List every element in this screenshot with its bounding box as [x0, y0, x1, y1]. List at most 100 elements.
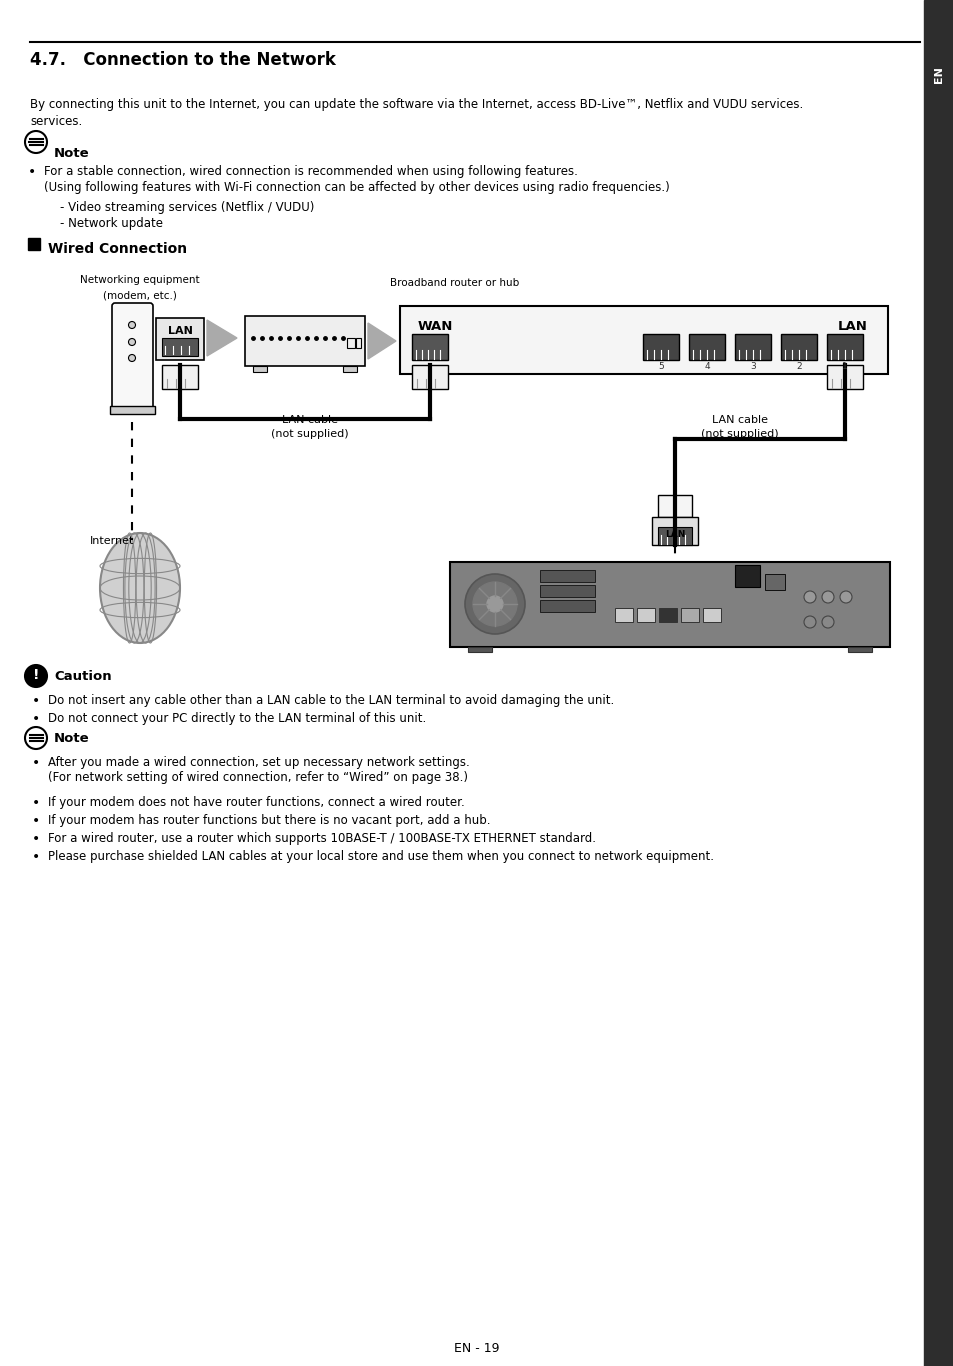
Text: LAN: LAN	[838, 320, 867, 333]
Bar	[826, 335, 862, 361]
Text: •: •	[28, 165, 36, 179]
Bar	[399, 306, 887, 374]
Circle shape	[473, 582, 517, 626]
Text: Note: Note	[54, 732, 90, 744]
Text: Networking equipment: Networking equipment	[80, 275, 199, 285]
Bar	[539, 600, 595, 612]
Bar	[688, 335, 724, 361]
Text: Do not insert any cable other than a LAN cable to the LAN terminal to avoid dama: Do not insert any cable other than a LAN…	[48, 694, 614, 708]
Text: !: !	[32, 668, 39, 682]
Bar	[412, 335, 448, 361]
Ellipse shape	[100, 533, 180, 643]
Bar	[110, 406, 154, 414]
Text: 2: 2	[796, 362, 801, 372]
FancyBboxPatch shape	[112, 303, 152, 408]
Text: Internet: Internet	[90, 535, 134, 546]
Bar	[156, 318, 204, 361]
Bar	[764, 574, 784, 590]
Text: •: •	[31, 832, 40, 846]
Text: (not supplied): (not supplied)	[700, 429, 778, 438]
Bar	[539, 570, 595, 582]
Circle shape	[803, 616, 815, 628]
Text: By connecting this unit to the Internet, you can update the software via the Int: By connecting this unit to the Internet,…	[30, 98, 802, 111]
Text: (Using following features with Wi-Fi connection can be affected by other devices: (Using following features with Wi-Fi con…	[44, 182, 669, 194]
Bar	[651, 516, 698, 545]
Text: Broadband router or hub: Broadband router or hub	[390, 279, 518, 288]
Bar	[702, 608, 720, 622]
Circle shape	[25, 665, 47, 687]
Text: WAN: WAN	[417, 320, 453, 333]
Text: •: •	[31, 796, 40, 810]
Text: •: •	[31, 694, 40, 708]
Text: •: •	[31, 814, 40, 828]
Bar	[642, 335, 679, 361]
Circle shape	[464, 574, 524, 634]
Bar	[468, 647, 492, 652]
Text: 3: 3	[749, 362, 755, 372]
Bar	[923, 0, 953, 1366]
Circle shape	[25, 131, 47, 153]
Text: For a wired router, use a router which supports 10BASE-T / 100BASE-TX ETHERNET s: For a wired router, use a router which s…	[48, 832, 596, 846]
Polygon shape	[368, 322, 395, 359]
Text: LAN cable: LAN cable	[282, 415, 337, 425]
Text: For a stable connection, wired connection is recommended when using following fe: For a stable connection, wired connectio…	[44, 165, 578, 178]
Circle shape	[129, 321, 135, 328]
Text: After you made a wired connection, set up necessary network settings.
(For netwo: After you made a wired connection, set u…	[48, 755, 469, 784]
Circle shape	[129, 355, 135, 362]
Polygon shape	[207, 320, 236, 357]
Text: Please purchase shielded LAN cables at your local store and use them when you co: Please purchase shielded LAN cables at y…	[48, 850, 713, 863]
Bar	[615, 608, 633, 622]
Bar	[245, 316, 365, 366]
Text: LAN: LAN	[664, 530, 684, 540]
Bar	[659, 608, 677, 622]
Bar	[355, 337, 360, 348]
Bar	[450, 561, 889, 647]
Text: 5: 5	[658, 362, 663, 372]
Circle shape	[25, 727, 47, 749]
Text: - Video streaming services (Netflix / VUDU): - Video streaming services (Netflix / VU…	[60, 201, 314, 214]
Bar	[412, 365, 448, 389]
Text: EN: EN	[933, 67, 943, 83]
Text: Caution: Caution	[54, 669, 112, 683]
Text: If your modem does not have router functions, connect a wired router.: If your modem does not have router funct…	[48, 796, 464, 809]
Circle shape	[821, 591, 833, 602]
Bar	[539, 585, 595, 597]
Text: (not supplied): (not supplied)	[271, 429, 349, 438]
Text: EN - 19: EN - 19	[454, 1341, 499, 1355]
Bar	[734, 335, 770, 361]
Bar	[734, 566, 760, 587]
Circle shape	[129, 339, 135, 346]
Text: (modem, etc.): (modem, etc.)	[103, 290, 176, 301]
Bar	[658, 527, 691, 545]
Bar	[162, 337, 198, 357]
Bar	[162, 365, 198, 389]
Text: LAN cable: LAN cable	[711, 415, 767, 425]
Text: 4: 4	[703, 362, 709, 372]
Circle shape	[840, 591, 851, 602]
Circle shape	[803, 591, 815, 602]
Bar	[28, 238, 40, 250]
Text: Note: Note	[54, 148, 90, 160]
Bar	[253, 366, 267, 372]
Bar	[781, 335, 816, 361]
Bar	[637, 608, 655, 622]
Text: 4.7.   Connection to the Network: 4.7. Connection to the Network	[30, 51, 335, 70]
Text: If your modem has router functions but there is no vacant port, add a hub.: If your modem has router functions but t…	[48, 814, 490, 826]
Text: Wired Connection: Wired Connection	[48, 242, 187, 255]
Text: •: •	[31, 850, 40, 865]
Bar	[826, 365, 862, 389]
Text: - Network update: - Network update	[60, 217, 163, 229]
Bar	[343, 366, 356, 372]
Text: •: •	[31, 712, 40, 725]
Bar	[347, 337, 355, 348]
Bar	[680, 608, 699, 622]
Text: •: •	[31, 755, 40, 770]
Text: Do not connect your PC directly to the LAN terminal of this unit.: Do not connect your PC directly to the L…	[48, 712, 426, 725]
Circle shape	[486, 596, 502, 612]
Text: services.: services.	[30, 115, 82, 128]
Text: 1: 1	[841, 362, 847, 372]
Circle shape	[821, 616, 833, 628]
Text: LAN: LAN	[168, 326, 193, 336]
Bar	[847, 647, 871, 652]
Bar	[658, 494, 691, 516]
